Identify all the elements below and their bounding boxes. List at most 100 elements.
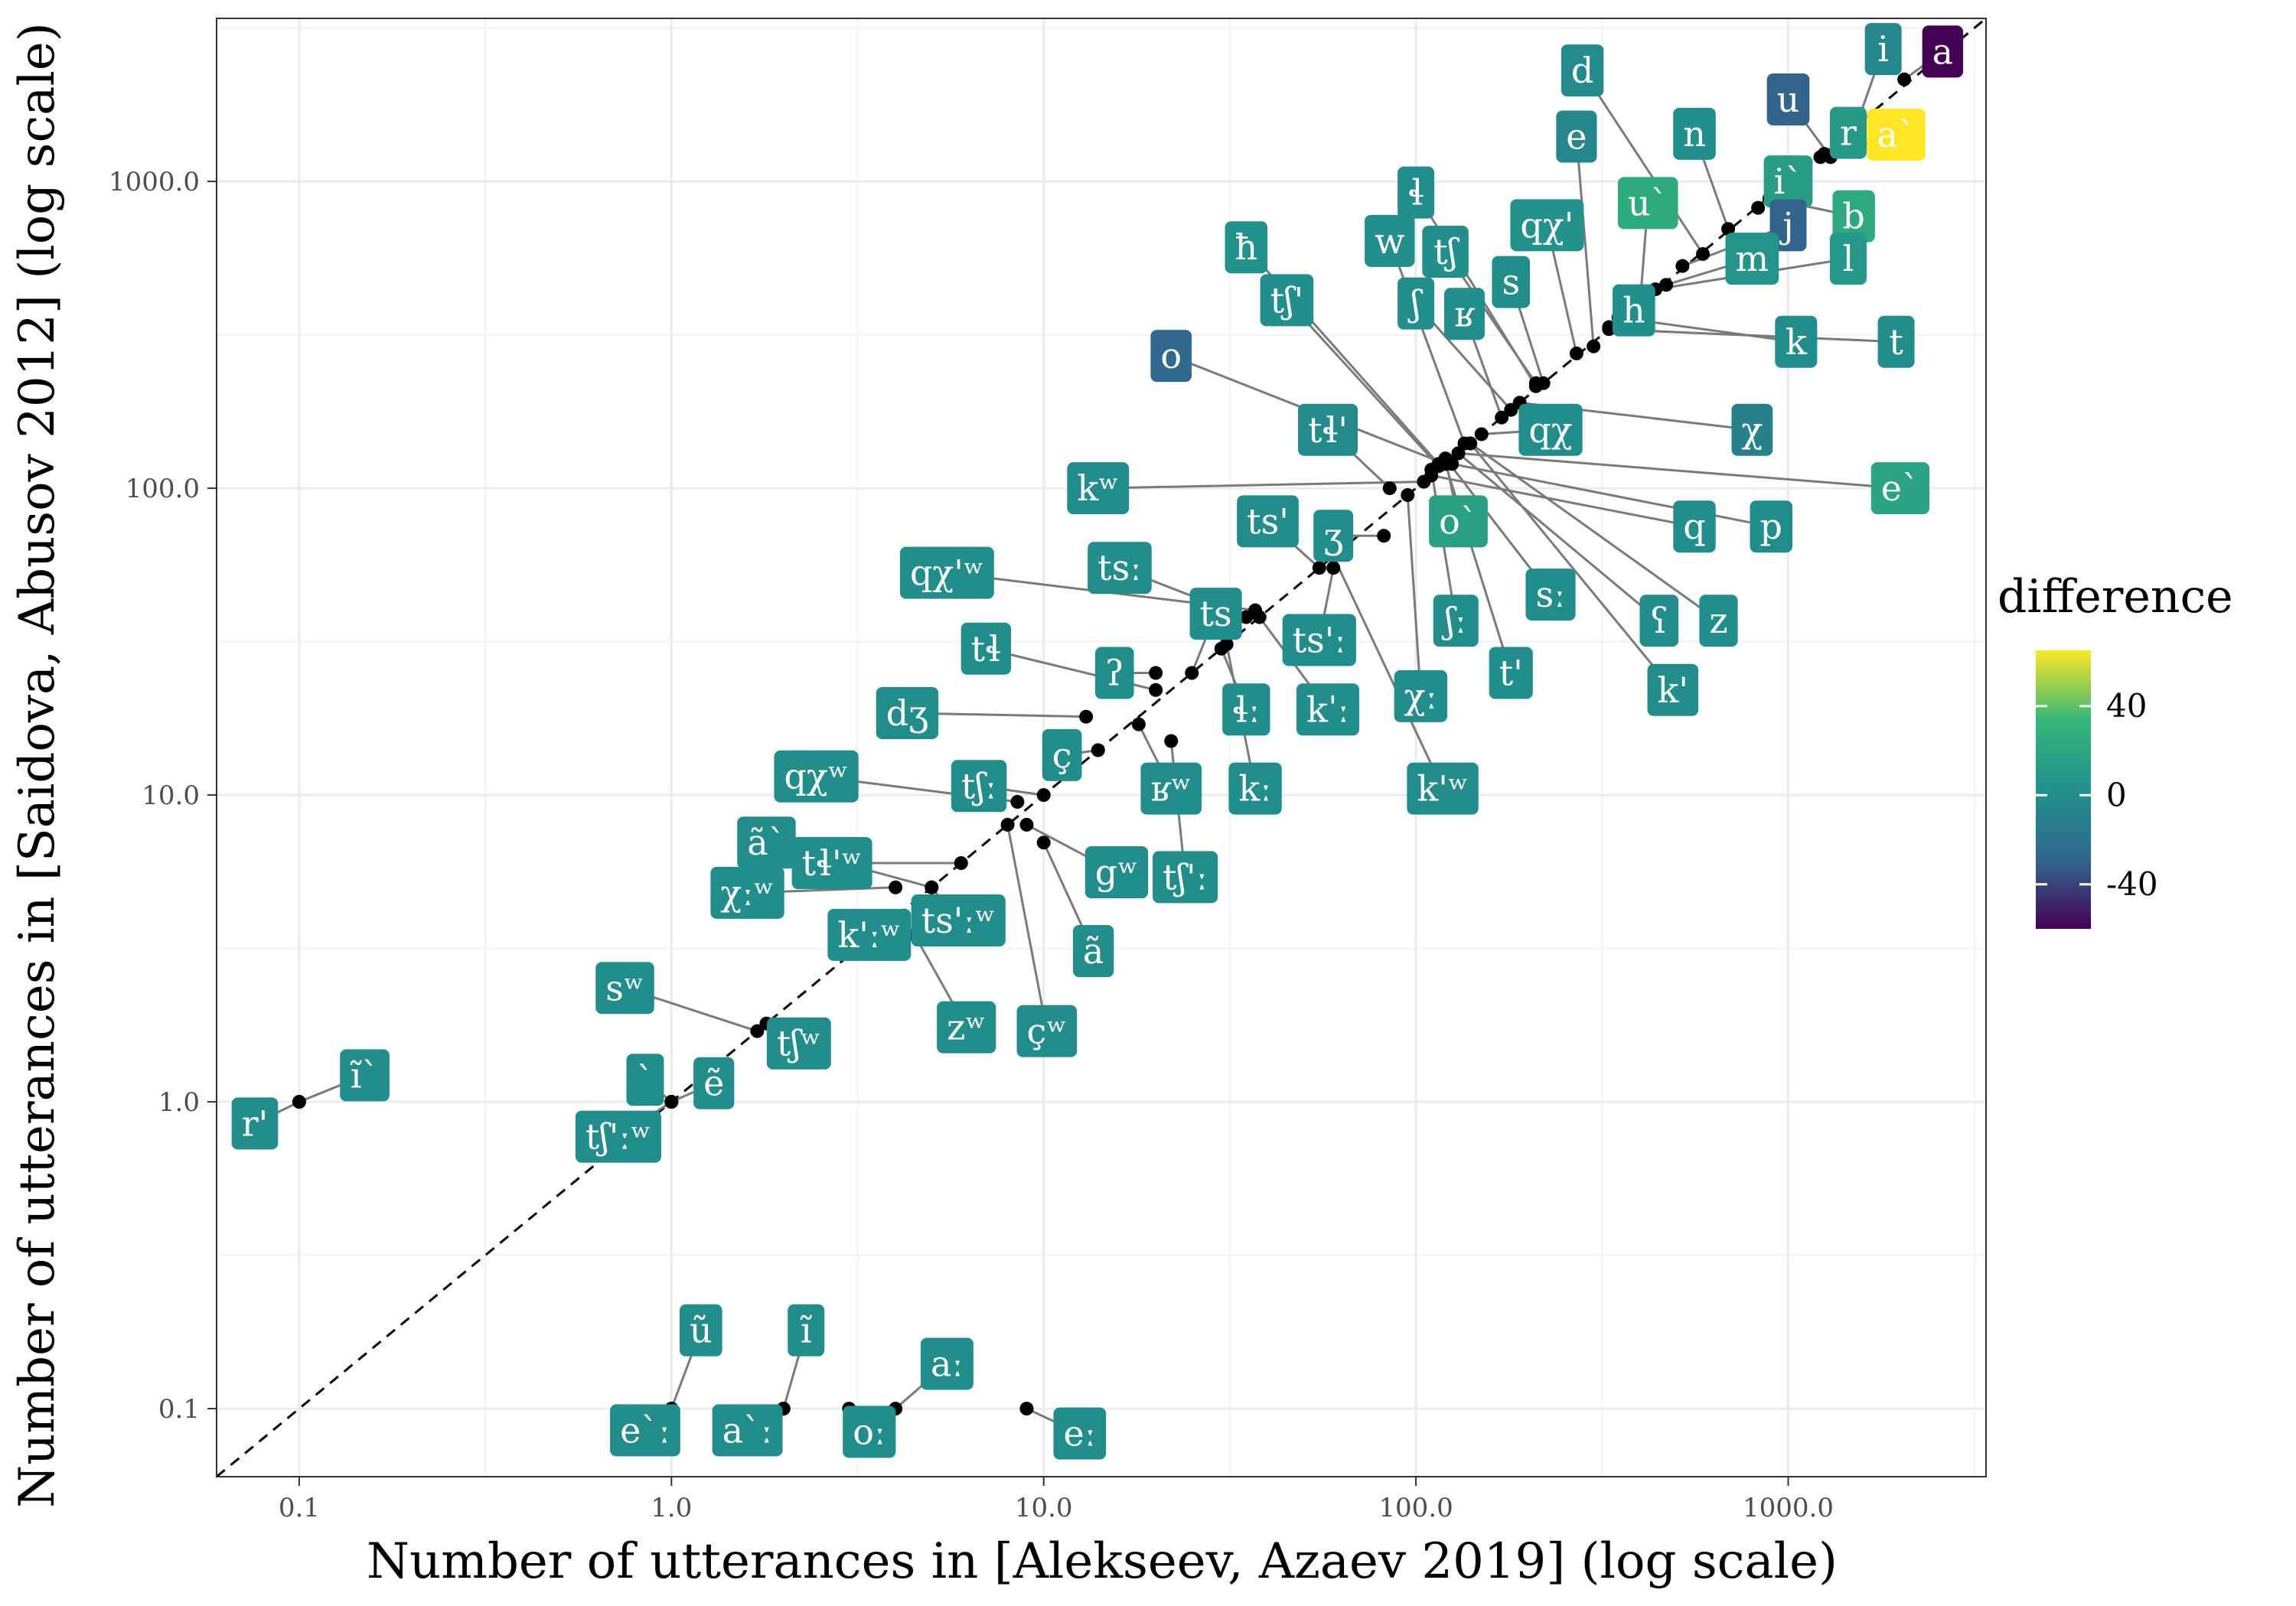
point-label-text: kˈː bbox=[1306, 689, 1349, 730]
point-label: h bbox=[1613, 284, 1655, 337]
point-label-box bbox=[1313, 510, 1354, 562]
point-label-box bbox=[1639, 595, 1679, 647]
data-point bbox=[750, 1024, 765, 1038]
leader-line bbox=[1406, 494, 1422, 696]
point-label-box bbox=[1094, 647, 1134, 699]
data-point bbox=[1131, 717, 1146, 731]
point-label: ts'ː bbox=[1282, 614, 1356, 666]
point-label: ĩ bbox=[788, 1304, 825, 1357]
point-label-text: k'ʷ bbox=[1417, 768, 1468, 810]
point-label-box bbox=[1053, 1407, 1107, 1460]
point-label-box bbox=[791, 837, 872, 890]
point-label-box bbox=[1613, 284, 1655, 337]
y-tick-label: 1.0 bbox=[158, 1087, 200, 1118]
point-label-text: tʃ'ː bbox=[1163, 856, 1208, 897]
point-label: ħ bbox=[1225, 221, 1268, 274]
leader-line bbox=[1332, 555, 1444, 790]
point-label: m bbox=[1725, 233, 1779, 285]
point-label-text: tʃ bbox=[1433, 231, 1459, 272]
point-label-box bbox=[693, 1057, 735, 1109]
point-label-text: q bbox=[1683, 506, 1705, 547]
point-label: s bbox=[1492, 256, 1531, 308]
point-label: u` bbox=[1617, 177, 1678, 230]
point-label: ĩ` bbox=[340, 1049, 390, 1102]
leader-line bbox=[1457, 452, 1660, 622]
point-label: tʃ' bbox=[1260, 274, 1314, 327]
point-label: dʒ bbox=[876, 686, 939, 739]
point-label-box bbox=[876, 686, 939, 739]
point-label: qχ bbox=[1518, 403, 1583, 456]
data-point bbox=[1813, 150, 1828, 165]
data-point bbox=[292, 1095, 306, 1109]
data-point bbox=[925, 880, 939, 894]
data-point bbox=[1312, 561, 1326, 575]
point-label-text: ʁ bbox=[1454, 293, 1475, 334]
data-point bbox=[1164, 734, 1179, 748]
point-label-text: ʔ bbox=[1105, 653, 1124, 694]
point-label: ʁ bbox=[1443, 288, 1485, 340]
point-label: k' bbox=[1647, 663, 1699, 716]
data-point bbox=[1569, 346, 1583, 360]
legend-colorbar bbox=[2036, 650, 2091, 929]
point-label-text: ĩ bbox=[800, 1310, 812, 1351]
point-label-text: ʃ bbox=[1407, 283, 1424, 324]
data-point bbox=[1696, 246, 1711, 261]
data-point bbox=[1079, 709, 1094, 724]
point-label-box bbox=[1365, 214, 1415, 267]
point-label-box bbox=[1867, 109, 1926, 161]
data-point bbox=[954, 856, 968, 871]
point-label-text: ʒ bbox=[1323, 515, 1343, 556]
point-label-box bbox=[1750, 500, 1792, 553]
point-label: q bbox=[1673, 500, 1716, 553]
point-label-box bbox=[1237, 495, 1299, 548]
point-label-box bbox=[1088, 542, 1152, 595]
point-label-box bbox=[1422, 225, 1469, 278]
data-point bbox=[1602, 322, 1616, 337]
point-label-text: ts'ː bbox=[1293, 620, 1346, 661]
y-tick-label: 100.0 bbox=[126, 474, 200, 504]
y-tick-label: 10.0 bbox=[142, 780, 200, 811]
point-label: sʷ bbox=[595, 962, 654, 1015]
data-point bbox=[1036, 788, 1051, 803]
point-label: χː bbox=[1394, 669, 1448, 722]
point-label-text: r' bbox=[242, 1103, 269, 1144]
point-label-text: dʒ bbox=[886, 692, 928, 734]
point-label-box bbox=[1561, 44, 1604, 97]
point-label-text: sʷ bbox=[605, 967, 644, 1008]
data-point bbox=[889, 880, 903, 894]
y-axis-ticks: 0.1 1.0 10.0 100.0 1000.0 bbox=[109, 167, 217, 1425]
data-point bbox=[1326, 561, 1341, 575]
point-label-text: qχ'ʷ bbox=[910, 552, 984, 594]
x-tick-label: 10.0 bbox=[1015, 1493, 1073, 1523]
point-label-text: tɬ'ʷ bbox=[802, 842, 863, 884]
point-label: oː bbox=[843, 1406, 896, 1458]
point-label-box bbox=[1763, 155, 1813, 208]
point-label-text: χ bbox=[1741, 409, 1763, 451]
point-label-box bbox=[1647, 663, 1699, 716]
legend-title: difference bbox=[1998, 570, 2233, 624]
point-label: b bbox=[1832, 190, 1875, 243]
x-tick-label: 1000.0 bbox=[1743, 1493, 1834, 1523]
data-point bbox=[1219, 637, 1234, 652]
data-point bbox=[1751, 200, 1766, 215]
point-label: w bbox=[1365, 214, 1415, 267]
point-label-text: sː bbox=[1535, 574, 1565, 615]
point-label-text: ẽ bbox=[703, 1063, 724, 1104]
point-label-text: j bbox=[1779, 204, 1793, 246]
data-point bbox=[1721, 222, 1736, 236]
point-label-text: ã bbox=[1083, 930, 1104, 972]
point-label: l bbox=[1829, 233, 1867, 285]
point-label: e`ː bbox=[610, 1404, 680, 1457]
point-label-box bbox=[231, 1097, 279, 1150]
point-label: ʃ bbox=[1397, 277, 1435, 330]
legend-tick-label: 0 bbox=[2106, 776, 2127, 813]
point-label-text: tɬ' bbox=[1308, 409, 1348, 451]
point-label-text: qχʷ bbox=[784, 756, 848, 797]
point-label: k bbox=[1775, 315, 1818, 368]
point-label: ã` bbox=[737, 816, 796, 869]
point-label: z bbox=[1699, 595, 1738, 647]
point-label-text: tsː bbox=[1097, 547, 1142, 588]
point-label-box bbox=[920, 1337, 974, 1390]
point-label-box bbox=[1673, 500, 1716, 553]
